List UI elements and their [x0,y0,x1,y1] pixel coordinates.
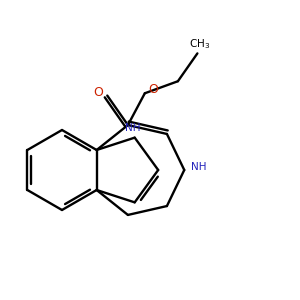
Text: NH: NH [125,123,140,133]
Text: CH$_3$: CH$_3$ [189,38,210,51]
Text: O: O [148,83,158,96]
Text: NH: NH [190,162,206,172]
Text: O: O [93,86,103,99]
